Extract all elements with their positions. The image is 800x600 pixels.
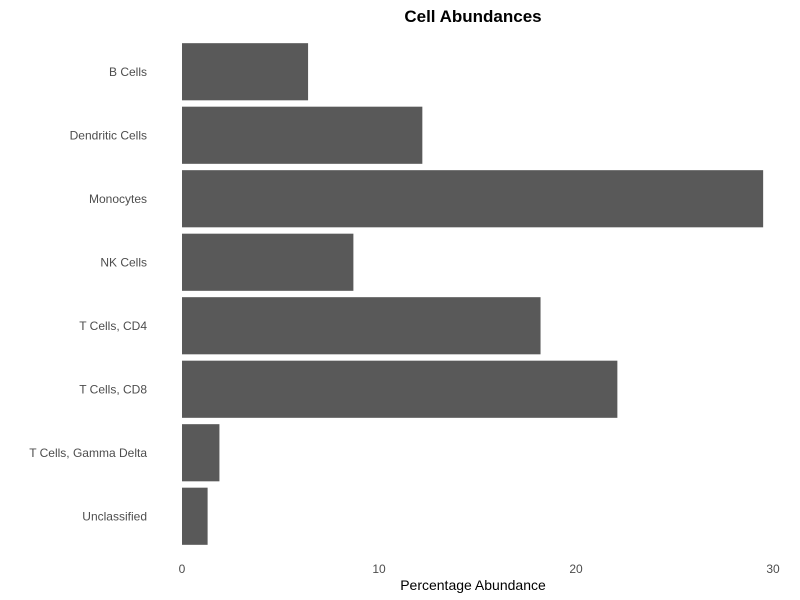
category-label-t-cells-cd4: T Cells, CD4 [79,319,147,333]
x-tick-label-30: 30 [766,562,780,576]
x-axis-title: Percentage Abundance [400,577,546,593]
bar-t-cells-cd8 [182,360,618,418]
category-label-unclassified: Unclassified [82,509,147,523]
category-label-t-cells-cd8: T Cells, CD8 [79,382,147,396]
bar-t-cells-gamma-delta [182,424,220,482]
bar-dendritic-cells [182,106,423,164]
chart-title: Cell Abundances [404,7,541,26]
category-label-monocytes: Monocytes [89,192,147,206]
x-tick-label-20: 20 [569,562,583,576]
category-label-b-cells: B Cells [109,65,147,79]
bar-b-cells [182,43,309,101]
bar-unclassified [182,487,208,545]
x-tick-labels: 0 10 20 30 [179,562,780,576]
category-label-dendritic-cells: Dendritic Cells [70,128,147,142]
category-label-t-cells-gamma-delta: T Cells, Gamma Delta [29,446,147,460]
bar-t-cells-cd4 [182,297,541,355]
bars-group [182,43,764,545]
bar-nk-cells [182,233,354,291]
x-tick-label-10: 10 [372,562,386,576]
bar-monocytes [182,170,764,228]
category-labels: B Cells Dendritic Cells Monocytes NK Cells T… [29,65,147,524]
x-tick-label-0: 0 [179,562,186,576]
category-label-nk-cells: NK Cells [100,255,147,269]
